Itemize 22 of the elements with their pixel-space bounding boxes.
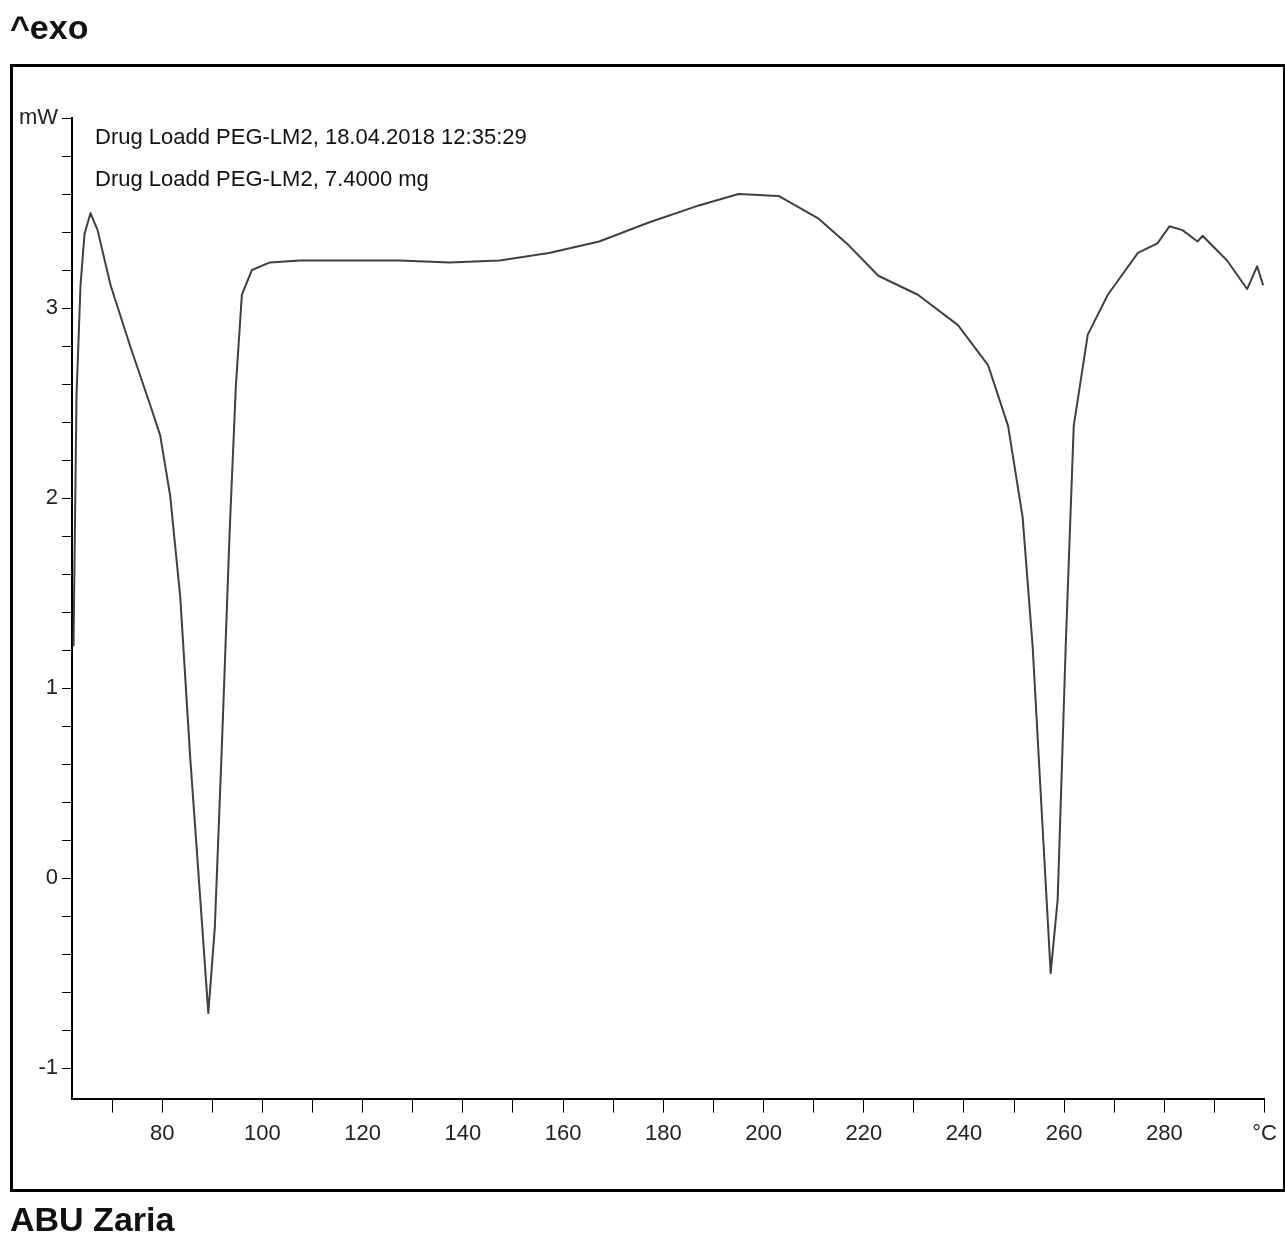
y-tick-label: 2	[45, 484, 58, 510]
y-tick-label: 0	[45, 864, 58, 890]
y-tick-label: 1	[45, 674, 58, 700]
y-tick-label: -1	[38, 1054, 58, 1080]
x-tick-label: 180	[644, 1119, 682, 1145]
x-tick-label: °C	[1252, 1119, 1278, 1145]
x-tick-label: 160	[544, 1119, 582, 1145]
text: ^exo	[10, 8, 89, 47]
x-tick-label: 260	[1045, 1119, 1083, 1145]
x-tick-label: 140	[444, 1119, 482, 1145]
annotation: Drug Loadd PEG-LM2, 18.04.2018 12:35:29	[95, 124, 527, 150]
x-tick-label: 220	[845, 1119, 883, 1145]
y-tick-label: mW	[18, 104, 59, 130]
text: ABU Zaria	[10, 1200, 175, 1239]
x-tick-label: 80	[149, 1119, 175, 1145]
x-tick-label: 280	[1146, 1119, 1183, 1145]
x-tick-label: 100	[244, 1119, 281, 1145]
annotation: Drug Loadd PEG-LM2, 7.4000 mg	[95, 166, 429, 192]
x-tick-label: 200	[745, 1119, 782, 1145]
y-tick-label: 3	[45, 294, 58, 320]
x-tick-label: 120	[344, 1119, 382, 1145]
x-tick-label: 240	[945, 1119, 983, 1145]
